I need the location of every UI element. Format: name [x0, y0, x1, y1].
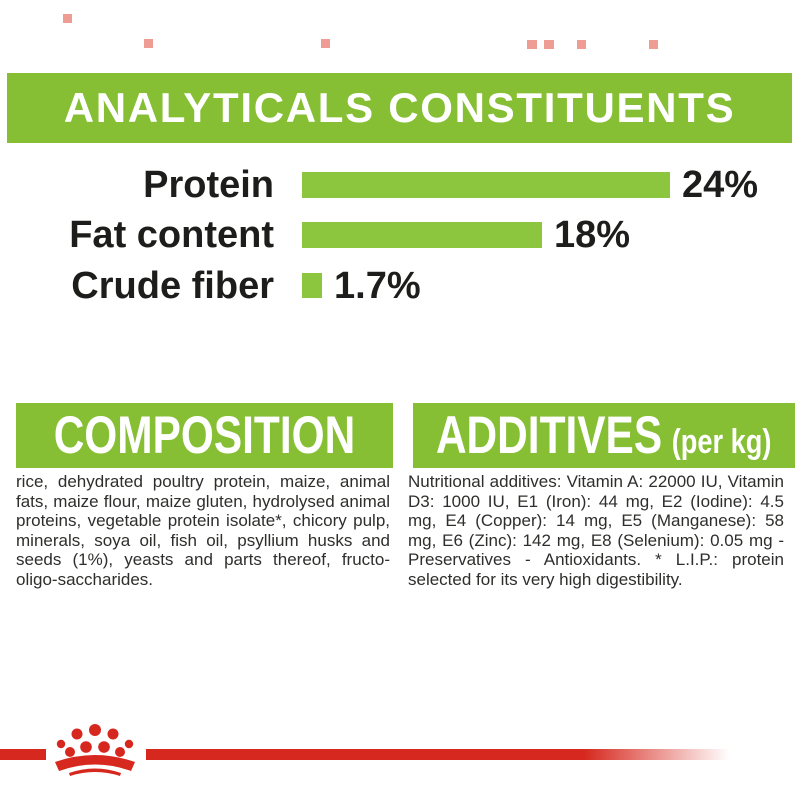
- composition-banner: COMPOSITION: [16, 403, 393, 468]
- additives-banner: ADDITIVES (per kg): [413, 403, 795, 468]
- decor-mark: [544, 40, 554, 49]
- chart-category-label: Protein: [143, 164, 274, 206]
- chart-bar: [302, 222, 542, 248]
- chart-bar: [302, 273, 322, 298]
- chart-row: Crude fiber 1.7%: [0, 267, 800, 305]
- chart-category-label: Crude fiber: [71, 264, 274, 307]
- decor-mark: [144, 39, 153, 48]
- chart-value-label: 1.7%: [334, 264, 421, 307]
- chart-bar: [302, 172, 670, 198]
- analyticals-banner: ANALYTICALS CONSTITUENTS: [7, 73, 792, 143]
- composition-title: COMPOSITION: [53, 406, 356, 465]
- decor-mark: [63, 14, 72, 23]
- decor-mark: [527, 40, 537, 49]
- chart-row: Fat content 18%: [0, 216, 800, 254]
- chart-value-label: 24%: [682, 164, 759, 206]
- additives-title: ADDITIVES: [436, 406, 663, 465]
- decor-mark: [577, 40, 586, 49]
- additives-per-kg-label: (per kg): [672, 423, 772, 461]
- royal-canin-crown-logo: [55, 724, 135, 776]
- chart-value-label: 18%: [554, 214, 631, 256]
- decor-mark: [649, 40, 658, 49]
- brand-rule-right: [146, 749, 754, 760]
- chart-row: Protein 24%: [0, 166, 800, 204]
- decor-mark: [321, 39, 330, 48]
- page-title: ANALYTICALS CONSTITUENTS: [63, 84, 736, 131]
- chart-category-label: Fat content: [69, 214, 274, 256]
- brand-rule-left: [0, 749, 46, 760]
- composition-body: rice, dehydrated poultry protein, maize,…: [16, 472, 390, 589]
- additives-body: Nutritional additives: Vitamin A: 22000 …: [408, 472, 784, 589]
